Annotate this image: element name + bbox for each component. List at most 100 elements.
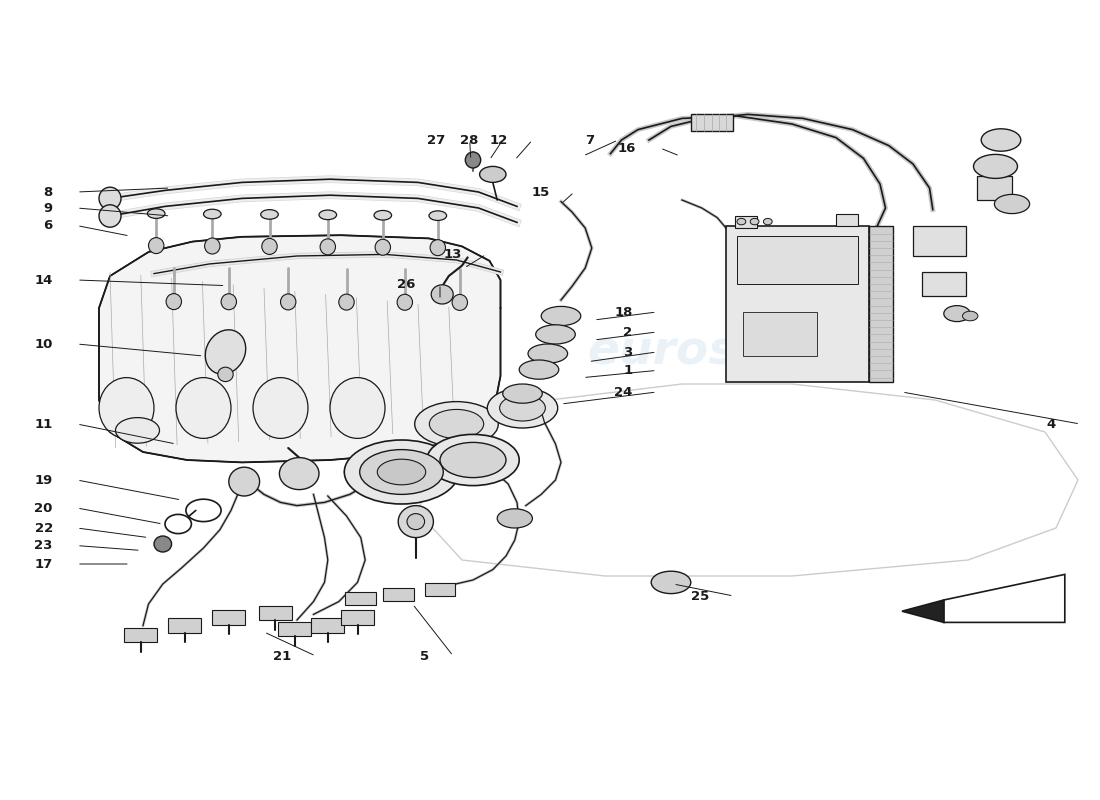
Ellipse shape (503, 384, 542, 403)
Ellipse shape (994, 194, 1030, 214)
Ellipse shape (465, 152, 481, 168)
Text: 9: 9 (44, 202, 53, 214)
Ellipse shape (519, 360, 559, 379)
Ellipse shape (330, 378, 385, 438)
Ellipse shape (205, 238, 220, 254)
Text: 26: 26 (397, 278, 416, 290)
Ellipse shape (397, 294, 412, 310)
Ellipse shape (148, 238, 164, 254)
Ellipse shape (429, 211, 447, 221)
Ellipse shape (974, 154, 1018, 178)
Bar (383, 588, 414, 601)
Ellipse shape (360, 450, 443, 494)
Polygon shape (99, 235, 500, 462)
Ellipse shape (344, 440, 459, 504)
Text: 14: 14 (34, 274, 53, 286)
Bar (345, 592, 376, 605)
Bar (737, 236, 858, 284)
Bar (691, 114, 733, 131)
Ellipse shape (99, 378, 154, 438)
Text: 28: 28 (460, 134, 478, 146)
Ellipse shape (377, 459, 426, 485)
Ellipse shape (415, 402, 498, 446)
Ellipse shape (320, 239, 336, 255)
Bar (258, 606, 292, 620)
Bar (212, 610, 245, 625)
Ellipse shape (375, 239, 390, 255)
Text: 17: 17 (34, 558, 53, 570)
Ellipse shape (116, 418, 160, 443)
Text: 6: 6 (44, 219, 53, 232)
Ellipse shape (431, 285, 453, 304)
Bar (726, 226, 869, 382)
Bar (735, 216, 757, 228)
Ellipse shape (981, 129, 1021, 151)
Ellipse shape (218, 367, 233, 382)
Bar (922, 272, 966, 296)
Ellipse shape (427, 434, 519, 486)
Ellipse shape (429, 410, 484, 438)
Text: 19: 19 (34, 474, 53, 486)
Ellipse shape (528, 344, 568, 363)
Ellipse shape (147, 209, 165, 218)
Ellipse shape (339, 294, 354, 310)
Bar (311, 618, 344, 633)
Bar (124, 628, 157, 642)
Ellipse shape (497, 509, 532, 528)
Bar (742, 312, 817, 356)
Ellipse shape (206, 330, 245, 374)
Ellipse shape (452, 294, 468, 310)
Text: 7: 7 (585, 134, 594, 146)
Text: 11: 11 (34, 418, 53, 430)
Text: 5: 5 (420, 650, 429, 662)
Ellipse shape (166, 294, 182, 310)
Text: 20: 20 (34, 502, 53, 514)
Ellipse shape (279, 458, 319, 490)
Ellipse shape (398, 506, 433, 538)
Ellipse shape (221, 294, 236, 310)
Ellipse shape (487, 388, 558, 428)
Bar (869, 226, 893, 382)
Ellipse shape (374, 210, 392, 220)
Ellipse shape (407, 514, 425, 530)
Text: 1: 1 (624, 364, 632, 377)
Text: eurospares: eurospares (136, 330, 436, 374)
Text: 18: 18 (614, 306, 632, 318)
Text: 13: 13 (443, 248, 462, 261)
Bar (341, 610, 374, 625)
Ellipse shape (763, 218, 772, 225)
Ellipse shape (280, 294, 296, 310)
Text: 3: 3 (624, 346, 632, 358)
Ellipse shape (480, 166, 506, 182)
Text: 12: 12 (490, 134, 508, 146)
Ellipse shape (737, 218, 746, 225)
Text: 10: 10 (34, 338, 53, 350)
Ellipse shape (536, 325, 575, 344)
Ellipse shape (262, 238, 277, 254)
Ellipse shape (440, 442, 506, 478)
Text: 22: 22 (34, 522, 53, 534)
Text: 16: 16 (617, 142, 636, 154)
Bar (913, 226, 966, 256)
Ellipse shape (499, 395, 546, 421)
Ellipse shape (319, 210, 337, 220)
Polygon shape (902, 600, 944, 622)
Text: 27: 27 (427, 134, 446, 146)
Ellipse shape (651, 571, 691, 594)
Ellipse shape (176, 378, 231, 438)
Ellipse shape (253, 378, 308, 438)
Ellipse shape (204, 210, 221, 219)
Ellipse shape (962, 311, 978, 321)
Ellipse shape (99, 205, 121, 227)
Bar (977, 176, 1012, 200)
Text: 15: 15 (531, 186, 550, 198)
Text: eurospares: eurospares (587, 330, 887, 374)
Ellipse shape (541, 306, 581, 326)
Bar (168, 618, 201, 633)
Text: 25: 25 (691, 590, 710, 602)
Text: 4: 4 (1047, 418, 1056, 430)
Text: 23: 23 (34, 539, 53, 552)
Bar (836, 214, 858, 226)
Text: 24: 24 (614, 386, 632, 398)
Ellipse shape (750, 218, 759, 225)
